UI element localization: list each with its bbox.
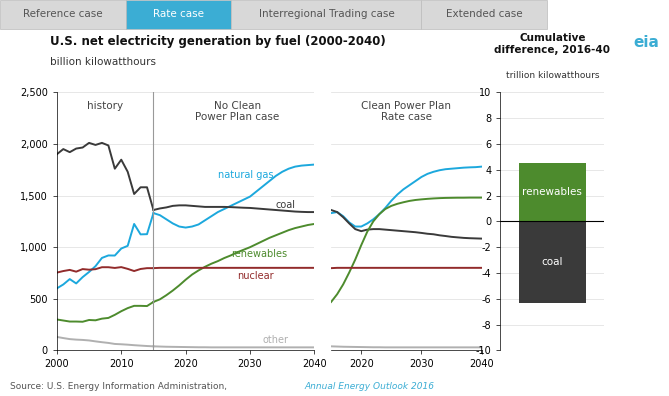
Text: Annual Energy Outlook 2016: Annual Energy Outlook 2016 [304, 382, 434, 391]
Bar [518, 163, 586, 221]
Text: Rate case: Rate case [153, 10, 204, 19]
Text: renewables: renewables [231, 249, 287, 259]
Text: Reference case: Reference case [23, 10, 103, 19]
Text: billion kilowatthours: billion kilowatthours [50, 57, 156, 67]
Text: trillion kilowatthours: trillion kilowatthours [506, 71, 599, 80]
Text: other: other [263, 335, 289, 345]
Text: history: history [87, 101, 123, 110]
Bar [126, 0, 231, 29]
Text: No Clean
Power Plan case: No Clean Power Plan case [195, 101, 279, 122]
Text: Source: U.S. Energy Information Administration,: Source: U.S. Energy Information Administ… [10, 382, 230, 391]
Text: renewables: renewables [522, 187, 582, 197]
Text: U.S. net electricity generation by fuel (2000-2040): U.S. net electricity generation by fuel … [50, 35, 386, 48]
Bar [518, 221, 586, 303]
Bar [0, 0, 126, 29]
Text: Cumulative
difference, 2016-40: Cumulative difference, 2016-40 [494, 33, 610, 55]
Bar [231, 0, 421, 29]
Text: natural gas: natural gas [218, 170, 274, 180]
Text: nuclear: nuclear [237, 271, 274, 281]
Bar [421, 0, 547, 29]
Text: Clean Power Plan
Rate case: Clean Power Plan Rate case [361, 101, 452, 122]
Text: coal: coal [541, 257, 563, 267]
Text: eia: eia [633, 35, 659, 50]
Text: coal: coal [276, 200, 296, 210]
Text: Extended case: Extended case [446, 10, 522, 19]
Text: Interregional Trading case: Interregional Trading case [259, 10, 394, 19]
